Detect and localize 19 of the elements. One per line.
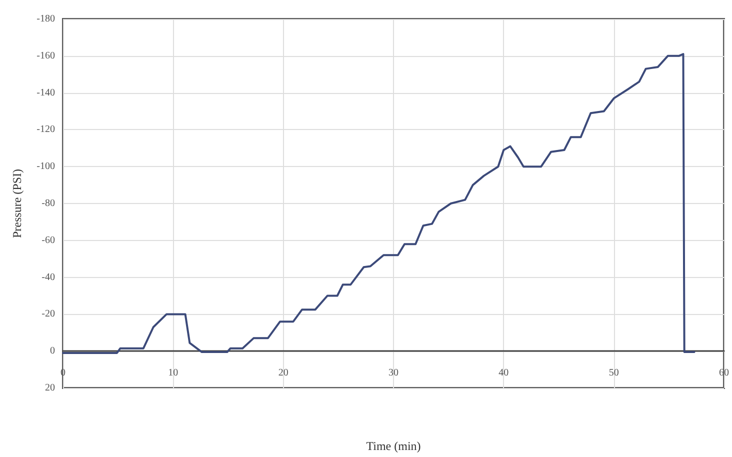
y-tick-label: -120	[36, 124, 55, 136]
y-tick-label: -140	[36, 87, 55, 98]
x-axis-title: Time (min)	[366, 439, 421, 453]
y-axis-title: Pressure (PSI)	[10, 169, 24, 238]
line-series	[62, 53, 696, 354]
x-tick-label: 10	[168, 368, 178, 378]
y-tick-label: -160	[36, 50, 55, 62]
y-tick-label: -80	[42, 198, 55, 209]
x-tick-label: 40	[498, 368, 509, 378]
y-tick-label: 20	[45, 382, 55, 394]
y-tick-label: -20	[42, 308, 55, 320]
x-tick-label: 50	[608, 368, 619, 378]
y-tick-label: -100	[36, 161, 55, 172]
x-tick-label: 20	[278, 368, 288, 378]
y-tick-label: -180	[36, 14, 55, 24]
x-tick-label: 30	[388, 368, 398, 378]
y-tick-label: 0	[50, 346, 55, 357]
y-tick-label: -40	[42, 272, 55, 283]
y-tick-label: -60	[42, 234, 55, 246]
